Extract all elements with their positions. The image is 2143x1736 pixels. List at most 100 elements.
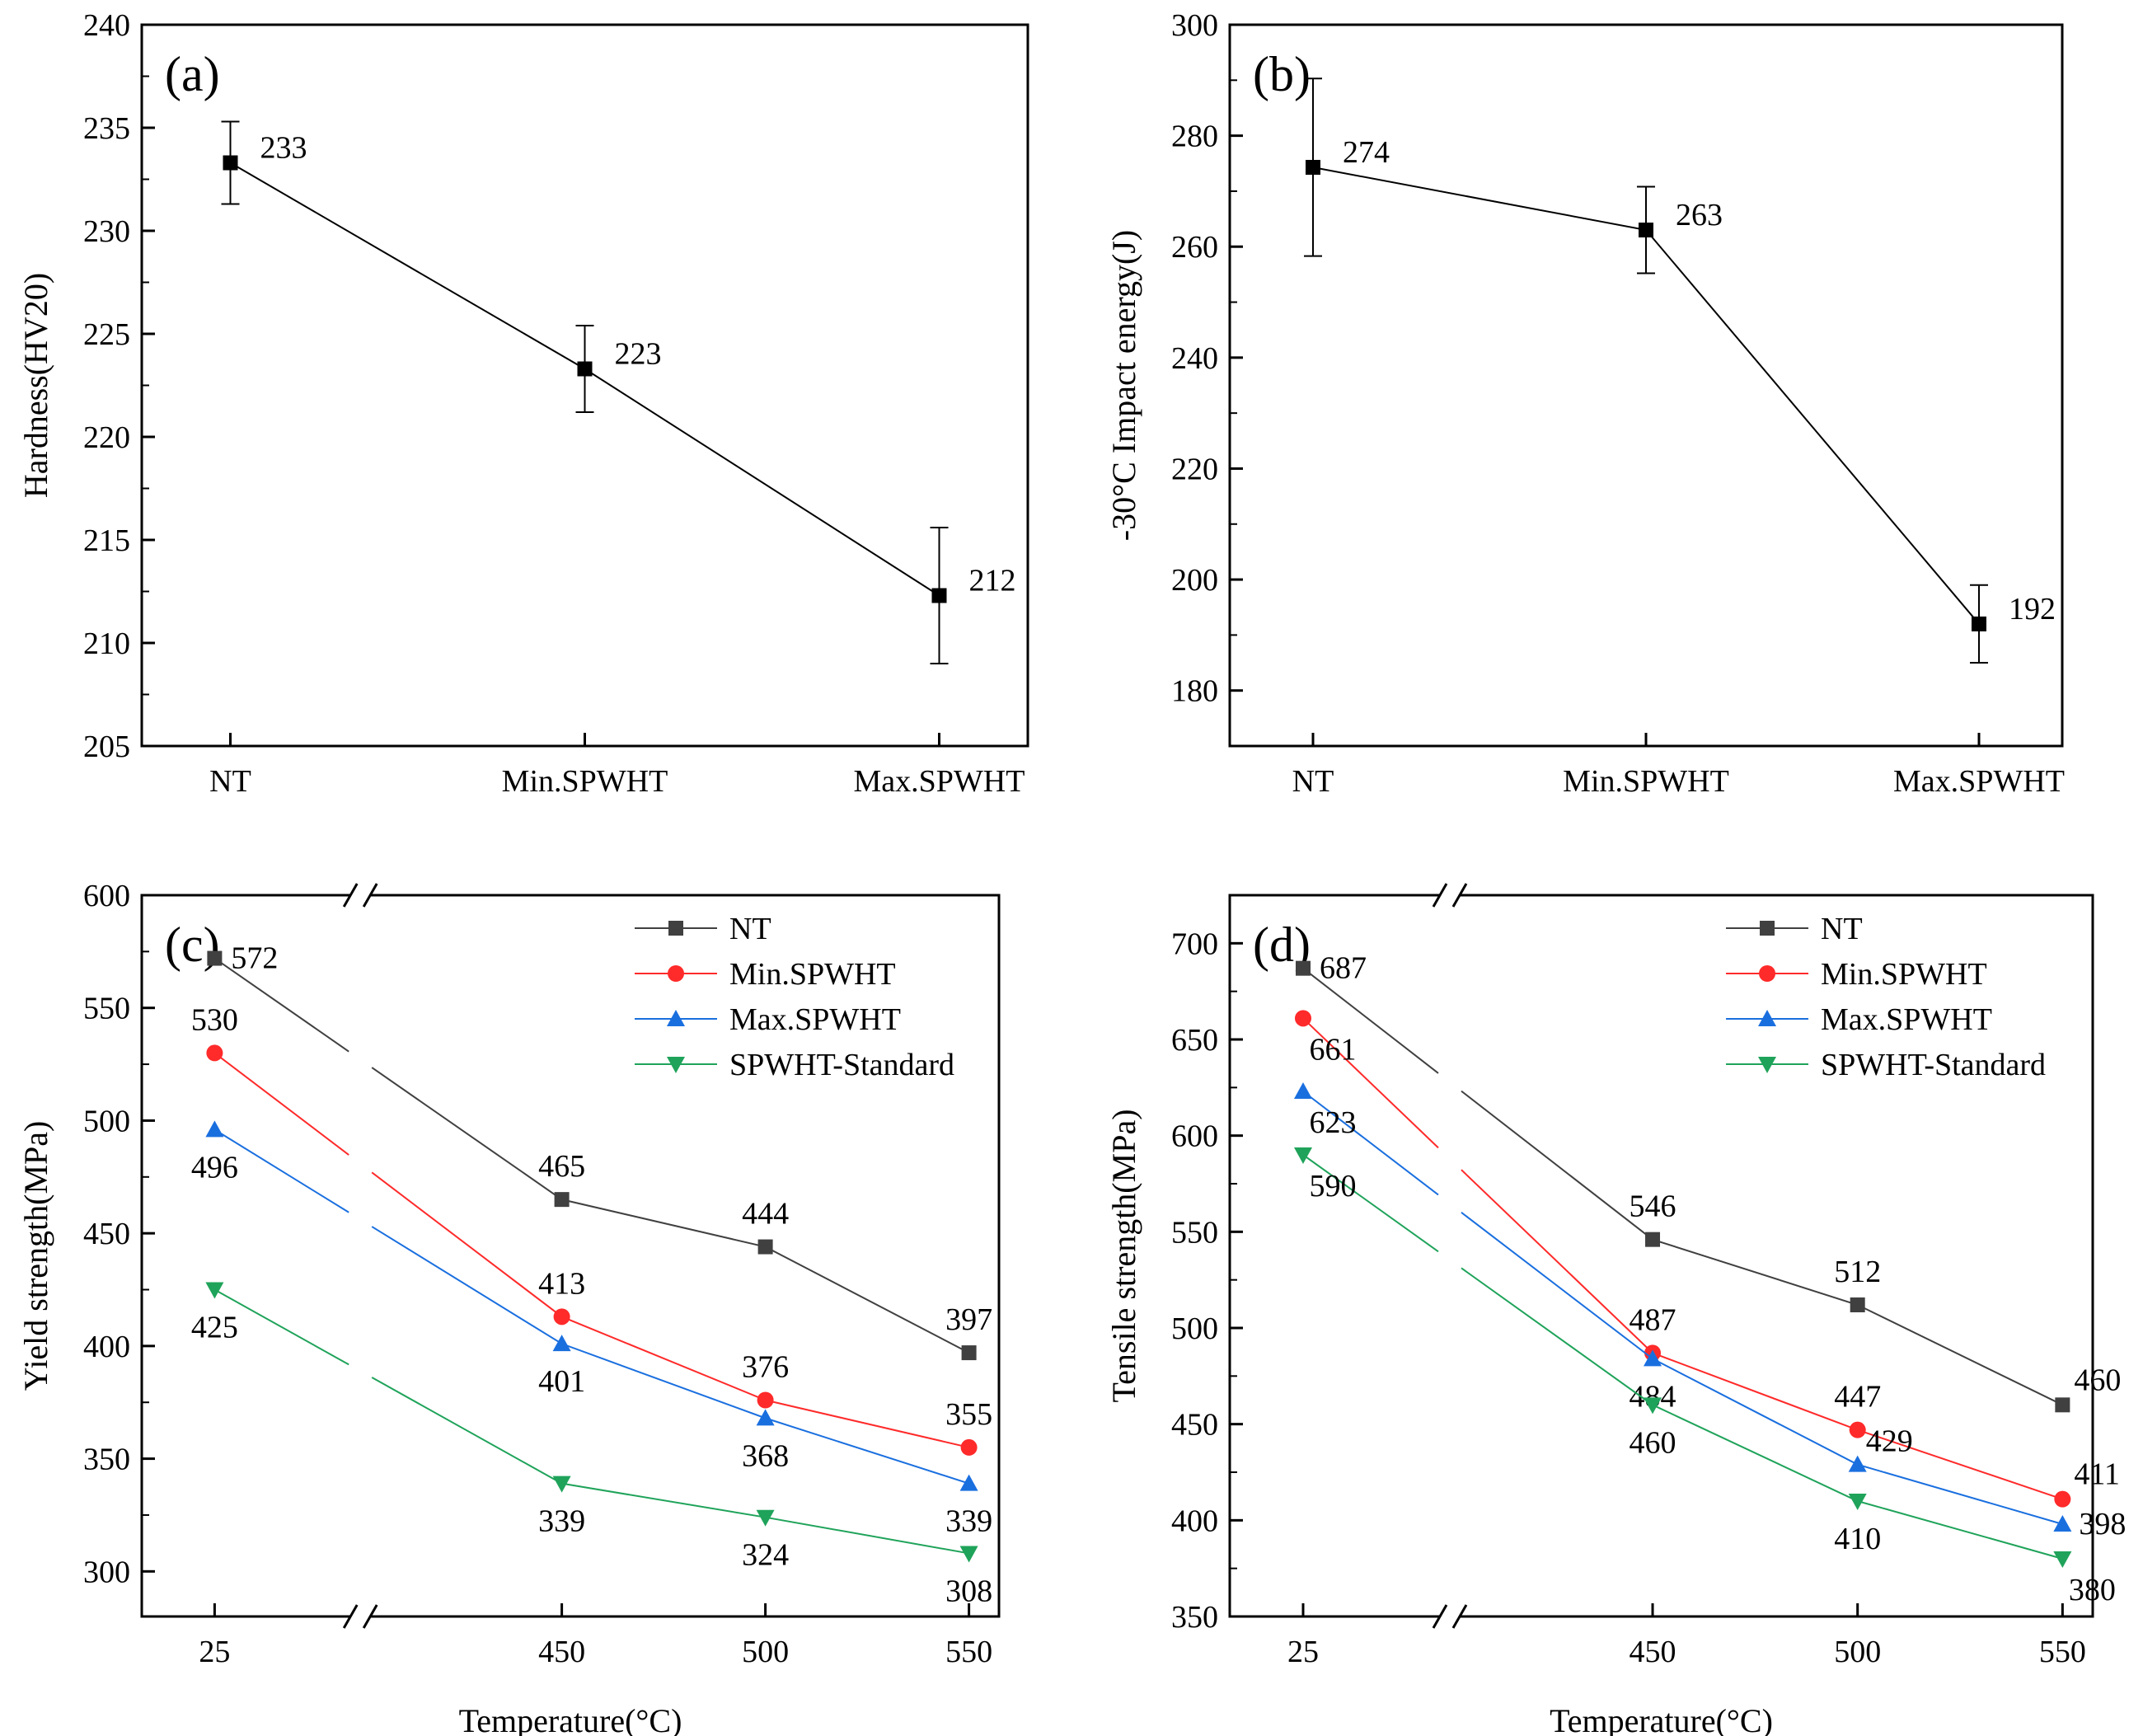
3-ytick-label: 450: [1171, 1408, 1218, 1443]
xtick-label: NT: [1292, 764, 1334, 799]
data-point: [552, 1335, 571, 1352]
xtick-label: 550: [2039, 1635, 2086, 1669]
data-point: [553, 1308, 570, 1325]
0-ytick-label: 225: [83, 317, 130, 352]
plot-frame: [140, 894, 1001, 1618]
axis-break-mark: [1451, 1604, 1468, 1629]
data-label: 512: [1834, 1255, 1881, 1289]
axis-break-gap: [350, 1613, 371, 1620]
series-line: [1302, 1091, 1439, 1196]
legend-label: Min.SPWHT: [1821, 957, 1987, 992]
data-label: 413: [538, 1266, 585, 1301]
xtick-label: NT: [209, 764, 251, 799]
legend-marker: [668, 921, 683, 936]
1-ytick-label: 260: [1171, 230, 1218, 265]
data-label: 212: [969, 564, 1016, 598]
y-axis-title: Yield strength(MPa): [17, 1121, 54, 1391]
data-label: 425: [191, 1311, 238, 1345]
data-label: 460: [2074, 1363, 2121, 1397]
legend-marker: [667, 1057, 685, 1073]
axis-break-gap: [1439, 1613, 1460, 1620]
0-ytick-label: 235: [83, 111, 130, 146]
data-point: [205, 1282, 224, 1299]
data-label: 590: [1309, 1169, 1356, 1203]
series-line: [213, 1288, 349, 1366]
data-label: 376: [742, 1350, 789, 1385]
1-ytick-label: 280: [1171, 120, 1218, 154]
data-point: [757, 1391, 774, 1409]
data-point: [1306, 159, 1320, 175]
data-label: 368: [742, 1438, 789, 1473]
legend-marker: [1758, 1057, 1777, 1073]
1-ytick-label: 220: [1171, 452, 1218, 486]
3-ytick-label: 350: [1171, 1600, 1218, 1635]
1-ytick-label: 240: [1171, 341, 1218, 376]
data-label: 410: [1834, 1522, 1881, 1556]
data-point: [552, 1476, 571, 1493]
panel-label: (b): [1253, 47, 1311, 101]
x-axis-title: Temperature(°C): [1550, 1702, 1773, 1736]
3-ytick-label: 650: [1171, 1023, 1218, 1058]
2-ytick-label: 600: [83, 879, 130, 913]
series-line: [371, 1226, 969, 1485]
2-ytick-label: 450: [83, 1217, 130, 1251]
legend-label: Max.SPWHT: [729, 1002, 901, 1037]
legend-label: SPWHT-Standard: [729, 1048, 954, 1082]
3-ytick-label: 700: [1171, 927, 1218, 961]
data-label: 274: [1343, 135, 1390, 170]
axis-break-mark: [1432, 1604, 1448, 1629]
3-ytick-label: 550: [1171, 1215, 1218, 1250]
data-point: [1848, 1455, 1867, 1472]
3-ytick-label: 400: [1171, 1504, 1218, 1538]
y-axis-title: -30°C Impact energy(J): [1105, 230, 1142, 541]
data-label: 401: [538, 1364, 585, 1399]
data-point: [1294, 1010, 1311, 1027]
data-label: 572: [231, 941, 278, 976]
1-ytick-label: 300: [1171, 8, 1218, 43]
data-label: 447: [1834, 1380, 1881, 1415]
data-label: 661: [1309, 1032, 1356, 1067]
legend-marker: [667, 1010, 685, 1026]
data-point: [1644, 1397, 1662, 1415]
data-point: [2053, 1515, 2072, 1532]
data-point: [1645, 1232, 1661, 1247]
data-point: [959, 1474, 978, 1491]
series-line: [1302, 1154, 1439, 1253]
data-point: [2053, 1551, 2072, 1568]
data-label: 223: [615, 337, 662, 372]
data-label: 339: [945, 1504, 992, 1539]
data-label: 460: [1630, 1425, 1676, 1460]
data-point: [205, 1120, 224, 1138]
axis-break-mark: [1432, 883, 1448, 908]
data-label: 429: [1866, 1424, 1913, 1459]
panel-label: (a): [165, 47, 220, 101]
1-ytick-label: 180: [1171, 674, 1218, 709]
data-label: 339: [538, 1504, 585, 1539]
xtick-label: Min.SPWHT: [502, 764, 668, 799]
data-label: 233: [260, 131, 307, 166]
0-ytick-label: 220: [83, 420, 130, 455]
data-point: [1849, 1421, 1866, 1438]
2-ytick-label: 500: [83, 1104, 130, 1138]
data-point: [960, 1438, 978, 1456]
data-point: [756, 1509, 775, 1527]
data-point: [756, 1409, 775, 1426]
legend-label: NT: [1821, 912, 1863, 946]
data-point: [1644, 1349, 1662, 1367]
data-point: [959, 1546, 978, 1563]
data-point: [2054, 1490, 2071, 1508]
data-label: 397: [945, 1302, 992, 1337]
data-point: [1293, 1082, 1312, 1099]
0-ytick-label: 215: [83, 523, 130, 558]
3-ytick-label: 600: [1171, 1119, 1218, 1154]
xtick-label: 550: [945, 1635, 992, 1669]
series-line: [1461, 1090, 2063, 1406]
data-label: 487: [1630, 1302, 1676, 1337]
2-ytick-label: 400: [83, 1330, 130, 1364]
2-ytick-label: 300: [83, 1555, 130, 1589]
legend-marker: [1760, 921, 1775, 936]
data-point: [961, 1345, 977, 1361]
xtick-label: 500: [1834, 1635, 1881, 1669]
series-line: [371, 1067, 970, 1354]
